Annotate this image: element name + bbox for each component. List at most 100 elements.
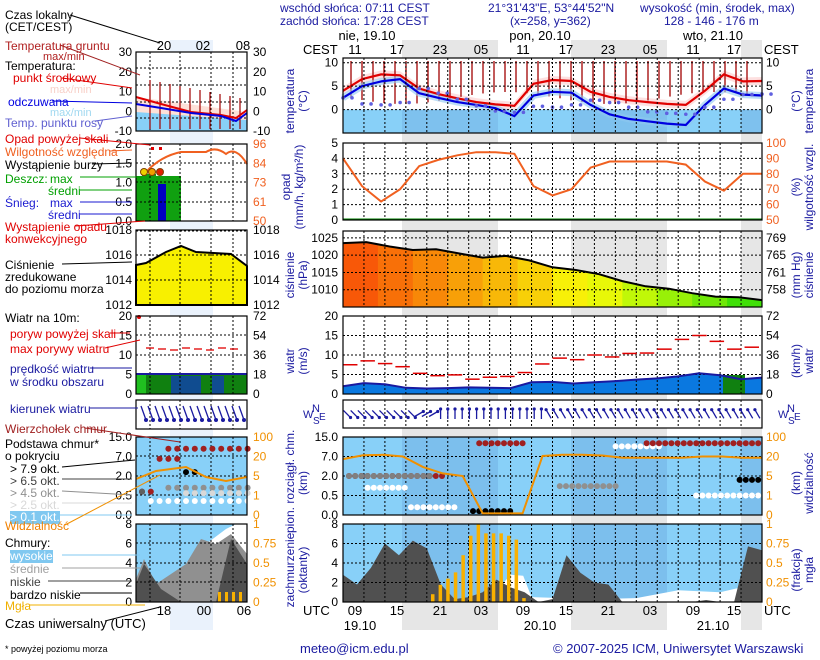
cloud-base-dot: [749, 492, 755, 499]
legend-connector: [94, 115, 133, 122]
panel-border-cloud: [342, 436, 763, 516]
wind-arrow: [696, 409, 703, 419]
legend-rain-avg: średni: [48, 184, 81, 198]
mini-cloud-dot: [183, 497, 189, 504]
copyright: © 2007-2025 ICM, Uniwersytet Warszawski: [553, 641, 804, 656]
legend-okt01: > 0.1 okt.: [10, 510, 60, 524]
dew-point: [512, 110, 517, 115]
cloud-base-dot: [755, 492, 762, 499]
legend-high: wysokie: [10, 549, 53, 563]
dew-point: [521, 110, 526, 115]
cloud-base-dot: [377, 473, 383, 479]
mini-cloud-dot: [165, 497, 172, 504]
legend-connector: [69, 14, 161, 44]
humidity-tick: 100: [766, 136, 786, 150]
cloud-base-dot: [395, 484, 402, 491]
legend-humidity: Wilgotność względna: [5, 145, 118, 159]
pressure-tick: 1020: [311, 248, 338, 262]
cloud-base-dot: [377, 484, 383, 491]
mini-wind-arrow-head: [242, 418, 246, 422]
mini-cloud-dot: [209, 445, 216, 452]
mini-tick-right: 10: [253, 85, 267, 99]
wind-arrow-head: [609, 408, 613, 412]
mini-cloud-dot: [227, 484, 233, 491]
mini-border-cover: [135, 523, 248, 603]
mini-tick-left: 8: [125, 517, 132, 531]
temp-label-1: temperatura: [283, 68, 297, 134]
local-hour-tick: 17: [559, 42, 573, 57]
legend-wind10: Wiatr na 10m:: [5, 311, 80, 325]
fog-tick: 0: [766, 595, 773, 609]
cloud-base-dot: [600, 483, 607, 490]
wind-arrow: [407, 410, 416, 418]
hum-label-1: (%): [789, 177, 803, 197]
legend-rain-max: max: [50, 172, 73, 186]
wind-label-1: wiatr: [283, 348, 297, 374]
dew-point: [483, 104, 488, 108]
cloud-base-dot: [718, 440, 724, 447]
wind-arrow-head: [659, 408, 663, 412]
wind-arrow: [703, 409, 711, 419]
mini-cloud-dot: [165, 445, 172, 452]
cloud-base-dot: [414, 504, 421, 511]
temp-tick-right: 5: [766, 79, 773, 93]
cloud-base-dot: [432, 473, 439, 479]
cloud-base-dot: [755, 476, 762, 483]
mini-utc-tick: 00: [197, 603, 211, 618]
mini-tick-left: 7.0: [115, 450, 132, 464]
cloud-base-dot: [389, 484, 396, 491]
low-cloud-area: [343, 540, 762, 602]
wind-arrow-head: [724, 408, 728, 412]
mini-wind-arrow-head: [221, 418, 225, 422]
mini-tick-left: 5: [125, 368, 132, 382]
wind-arrow-head: [467, 407, 471, 411]
pres-r-label-1: (mm Hg): [789, 251, 803, 299]
wind-arrow: [617, 409, 624, 419]
mini-rain-bar2: [142, 174, 156, 221]
legend-wind-speed2: w środku obszaru: [10, 375, 105, 389]
pressure-color-band: [343, 242, 379, 307]
cloud-base-dot: [699, 492, 706, 499]
wind-arrow: [739, 409, 747, 419]
legend-connector: [109, 149, 133, 152]
utc-hour-tick: 21: [601, 603, 615, 618]
rose-w: W: [303, 409, 314, 421]
mini-cloud-dot: [235, 490, 242, 497]
dew-point: [540, 104, 545, 109]
cloud-base-dot: [513, 440, 520, 447]
legend-mid-point: punkt środkowy: [13, 71, 97, 85]
wind-arrow: [711, 409, 718, 419]
mini-cloud-dot: [218, 497, 225, 504]
wind-r-label-2: wiatr: [802, 348, 816, 374]
dew-point: [464, 97, 469, 102]
legend-low: niskie: [10, 575, 41, 589]
mini-tick-right: 20: [253, 65, 267, 79]
wind-arrow-head: [428, 409, 433, 414]
mini-tick-right: 20: [253, 450, 267, 464]
fog-bar: [476, 524, 481, 602]
cloud-base-dot: [383, 484, 390, 491]
mini-cloud-dot: [191, 490, 198, 497]
wind-arrow: [552, 409, 559, 419]
wind-arrow-head: [439, 407, 443, 411]
legend-connector: [61, 490, 133, 496]
contact-email[interactable]: meteo@icm.edu.pl: [300, 641, 409, 656]
wind-arrow: [421, 410, 431, 418]
temp-tick-left: 10: [325, 56, 339, 70]
cloud-base-dot: [389, 473, 396, 479]
dew-point: [455, 97, 460, 102]
cloud-base-dot: [730, 440, 737, 447]
wind-arrow-head: [580, 408, 584, 412]
utc-hour-tick: 15: [390, 603, 404, 618]
cover-tick: 4: [331, 556, 338, 570]
mini-tick-left: 1018: [105, 223, 132, 237]
mini-wind-arrow: [161, 405, 168, 421]
visibility-tick: 100: [766, 430, 786, 444]
fog-label-2: mgła: [802, 557, 816, 584]
cover-axis-label: zachmurzenie (oktanty): [283, 525, 310, 615]
fog-tick: 0.5: [766, 556, 783, 570]
fog-bar: [469, 535, 473, 602]
mini-tick-left: 1014: [105, 273, 132, 287]
legend-feels: odczuwana: [8, 95, 69, 109]
wind-arrow: [639, 409, 646, 419]
